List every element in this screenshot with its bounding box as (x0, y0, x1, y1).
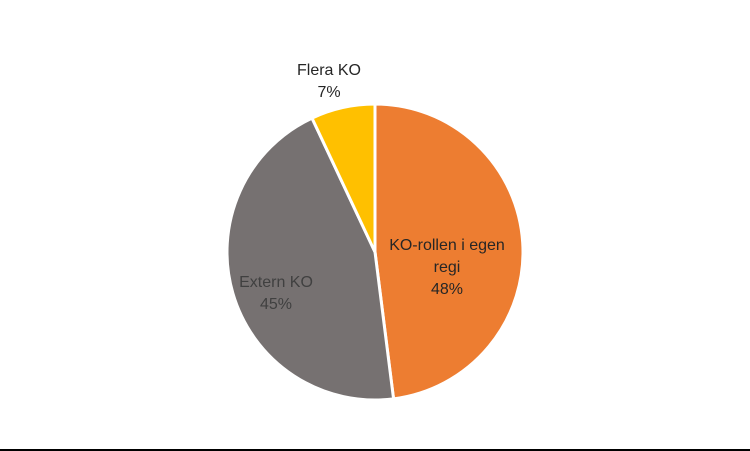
pie-label-percent: 48% (431, 281, 463, 298)
pie-label-percent: 7% (317, 84, 340, 101)
pie-label-name: KO-rollen i egen (389, 237, 505, 254)
pie-label-name: Extern KO (239, 274, 313, 291)
pie-label-percent: 45% (260, 296, 292, 313)
pie-slices (225, 102, 525, 402)
pie-label-3: Flera KO 7% (297, 62, 361, 101)
pie-labels: KO-rollen i egen regi 48% Extern KO 45% Flera… (239, 62, 505, 313)
pie-slice-2 (225, 116, 396, 402)
pie-label-1: KO-rollen i egen regi 48% (389, 237, 505, 298)
pie-label-2: Extern KO 45% (239, 274, 313, 313)
pie-label-name: regi (434, 259, 461, 276)
pie-slice-1 (373, 102, 525, 401)
pie-slice-3 (309, 102, 377, 253)
pie-label-name: Flera KO (297, 62, 361, 79)
bottom-border (0, 449, 750, 451)
